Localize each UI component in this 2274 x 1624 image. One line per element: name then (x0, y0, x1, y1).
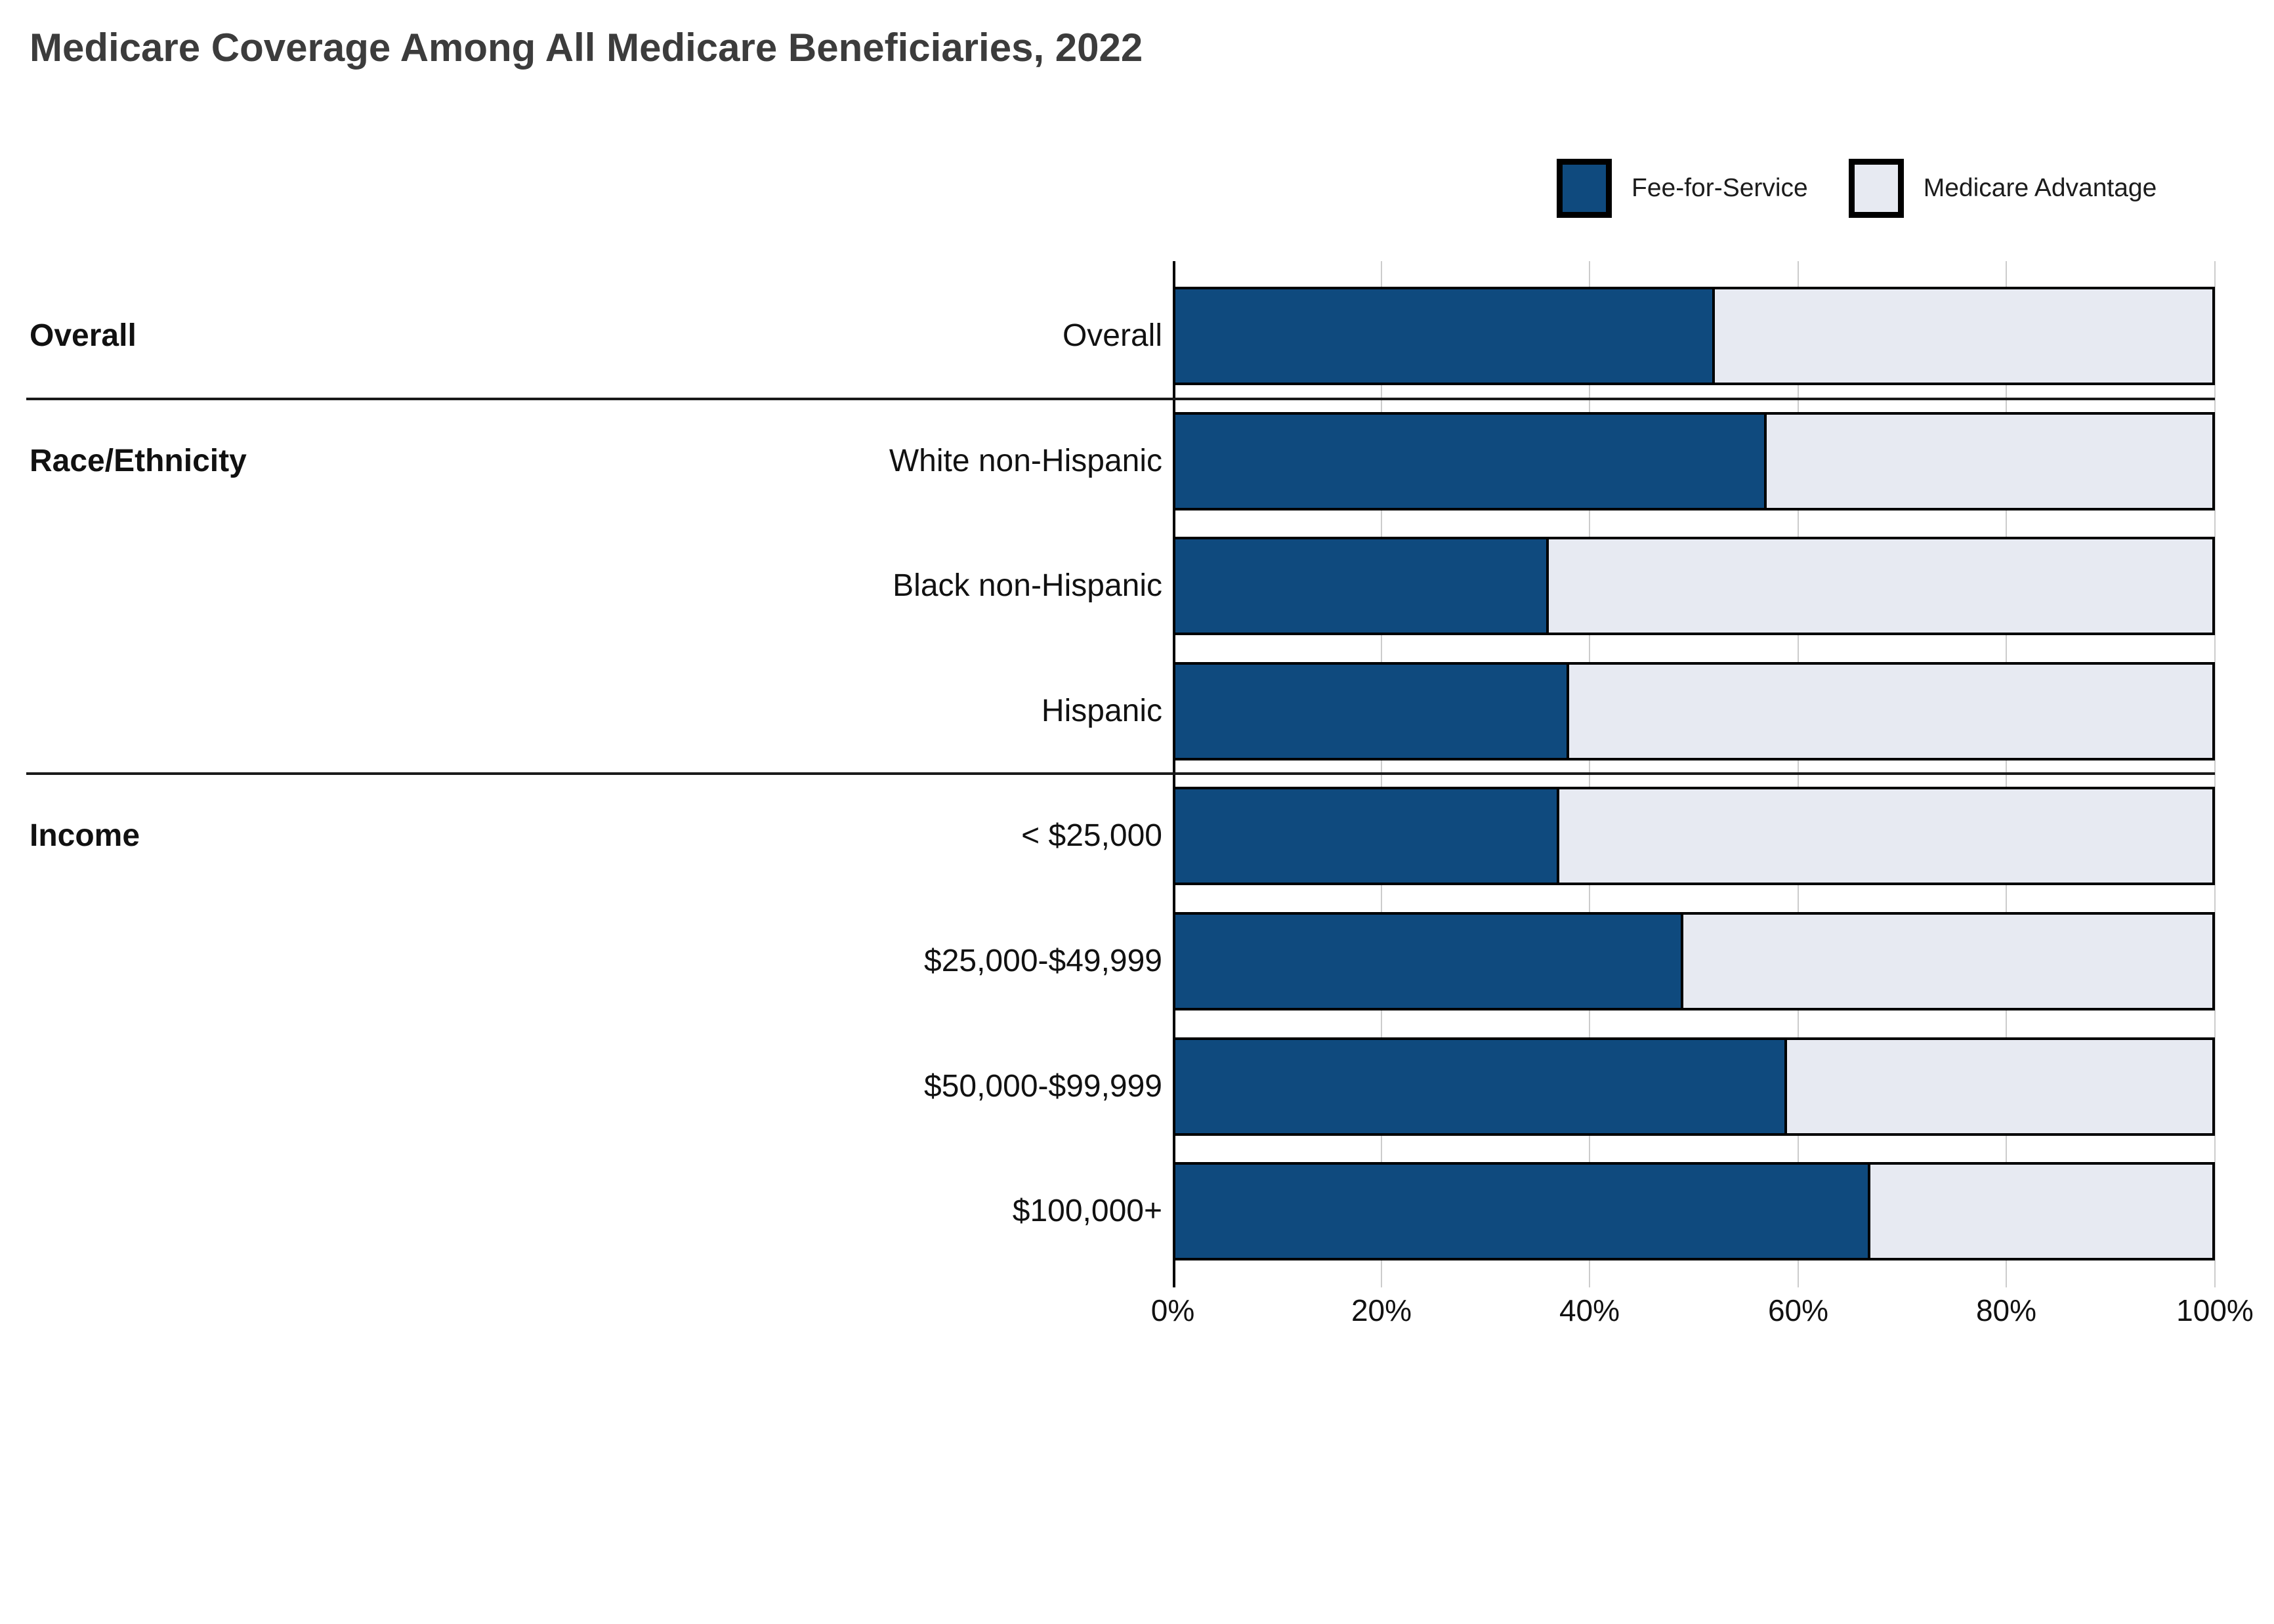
legend-swatch-medicare-advantage (1848, 159, 1904, 218)
bar-segment-medicare-advantage[interactable] (1767, 415, 2212, 508)
group-label-race-ethnicity: Race/Ethnicity (30, 444, 247, 478)
category-label: < $25,000 (1021, 818, 1162, 853)
group-label-overall: Overall (30, 318, 137, 353)
category-label: $25,000-$49,999 (924, 944, 1162, 978)
x-tick-label: 20% (1351, 1293, 1412, 1327)
x-tick-label: 80% (1975, 1293, 2037, 1327)
bar-row (1173, 912, 2215, 1010)
legend-label: Fee-for-Service (1632, 174, 1808, 202)
legend: Fee-for-Service Medicare Advantage (1557, 159, 2157, 218)
category-label: Overall (1062, 318, 1162, 353)
bar-row (1173, 537, 2215, 635)
x-tick-label: 0% (1150, 1293, 1195, 1327)
bar-segment-fee-for-service[interactable] (1175, 1165, 1870, 1258)
category-label: $100,000+ (1012, 1194, 1162, 1228)
bar-segment-medicare-advantage[interactable] (1870, 1165, 2212, 1258)
legend-label: Medicare Advantage (1923, 174, 2157, 202)
bar-row (1173, 1162, 2215, 1260)
bar-row (1173, 1037, 2215, 1136)
bar-segment-fee-for-service[interactable] (1175, 665, 1570, 758)
x-tick-label: 60% (1767, 1293, 1829, 1327)
bar-segment-medicare-advantage[interactable] (1549, 539, 2212, 633)
bar-row (1173, 662, 2215, 760)
chart-title: Medicare Coverage Among All Medicare Ben… (30, 26, 1143, 70)
bar-segment-fee-for-service[interactable] (1175, 789, 1559, 883)
category-label: Hispanic (1041, 694, 1162, 728)
bar-row (1173, 787, 2215, 885)
gridline (2214, 261, 2216, 1287)
category-label: Black non-Hispanic (893, 568, 1162, 603)
legend-item-fee-for-service: Fee-for-Service (1557, 159, 1808, 218)
bar-segment-medicare-advantage[interactable] (1569, 665, 2212, 758)
bar-segment-medicare-advantage[interactable] (1787, 1040, 2212, 1133)
category-label: $50,000-$99,999 (924, 1069, 1162, 1104)
category-label: White non-Hispanic (889, 444, 1162, 478)
bar-row (1173, 412, 2215, 510)
bar-segment-fee-for-service[interactable] (1175, 1040, 1788, 1133)
bar-segment-medicare-advantage[interactable] (1559, 789, 2212, 883)
x-tick-label: 40% (1559, 1293, 1620, 1327)
x-tick-label: 100% (2176, 1293, 2254, 1327)
bar-segment-medicare-advantage[interactable] (1683, 915, 2212, 1008)
bar-segment-fee-for-service[interactable] (1175, 415, 1767, 508)
legend-swatch-fee-for-service (1557, 159, 1612, 218)
bar-segment-fee-for-service[interactable] (1175, 915, 1684, 1008)
bar-segment-fee-for-service[interactable] (1175, 539, 1549, 633)
legend-item-medicare-advantage: Medicare Advantage (1848, 159, 2157, 218)
plot-area (1173, 261, 2216, 1287)
bar-segment-fee-for-service[interactable] (1175, 289, 1715, 383)
bar-segment-medicare-advantage[interactable] (1715, 289, 2212, 383)
group-separator (26, 398, 2215, 400)
group-separator (26, 772, 2215, 775)
group-label-income: Income (30, 818, 140, 853)
bar-row (1173, 287, 2215, 385)
